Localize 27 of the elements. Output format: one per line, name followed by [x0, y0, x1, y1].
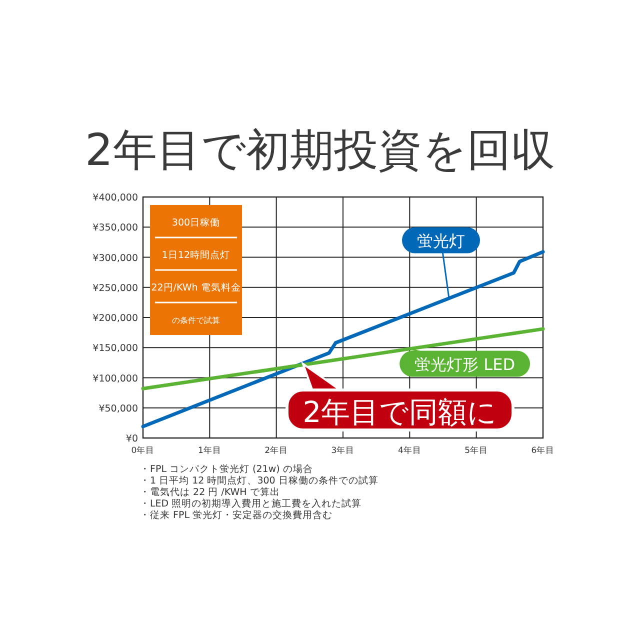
chart-title: 2年目で初期投資を回収: [85, 125, 555, 176]
y-tick-label: ¥0: [126, 434, 138, 444]
annotation: 2年目で同額に: [302, 395, 498, 429]
text: ・LED 照明の初期導入費用と施工費を入れた試算: [140, 498, 362, 510]
x-tick-label: 2年目: [264, 445, 288, 456]
y-tick-label: ¥250,000: [92, 282, 138, 294]
text: ・1 日平均 12 時間点灯、300 日稼働の条件での試算: [140, 474, 378, 486]
annotation: の条件で試算: [172, 316, 220, 325]
x-tick-label: 4年目: [398, 445, 422, 456]
annotation: 1日12時間点灯: [162, 248, 230, 261]
text: ・FPL コンパクト蛍光灯 (21w) の場合: [140, 463, 313, 475]
y-tick-label: ¥350,000: [92, 222, 138, 234]
y-tick-label: ¥100,000: [92, 373, 138, 384]
annotation: 300日稼働: [172, 216, 220, 228]
y-tick-label: ¥50,000: [98, 403, 138, 414]
y-tick-label: ¥300,000: [92, 252, 138, 264]
y-tick-label: ¥400,000: [92, 192, 138, 204]
text: ・電気代は 22 円 /KWH で算出: [140, 486, 280, 498]
x-tick-label: 5年目: [464, 445, 488, 456]
x-tick-label: 1年目: [198, 445, 222, 456]
text: ・従来 FPL 蛍光灯・安定器の交換費用含む: [140, 509, 333, 521]
x-tick-label: 6年目: [531, 445, 555, 456]
y-tick-label: ¥200,000: [92, 313, 138, 324]
x-tick-label: 0年目: [131, 445, 155, 456]
annotation: 22円/KWh 電気料金: [151, 281, 241, 294]
x-tick-label: 3年目: [331, 445, 355, 456]
y-tick-label: ¥150,000: [92, 343, 138, 354]
